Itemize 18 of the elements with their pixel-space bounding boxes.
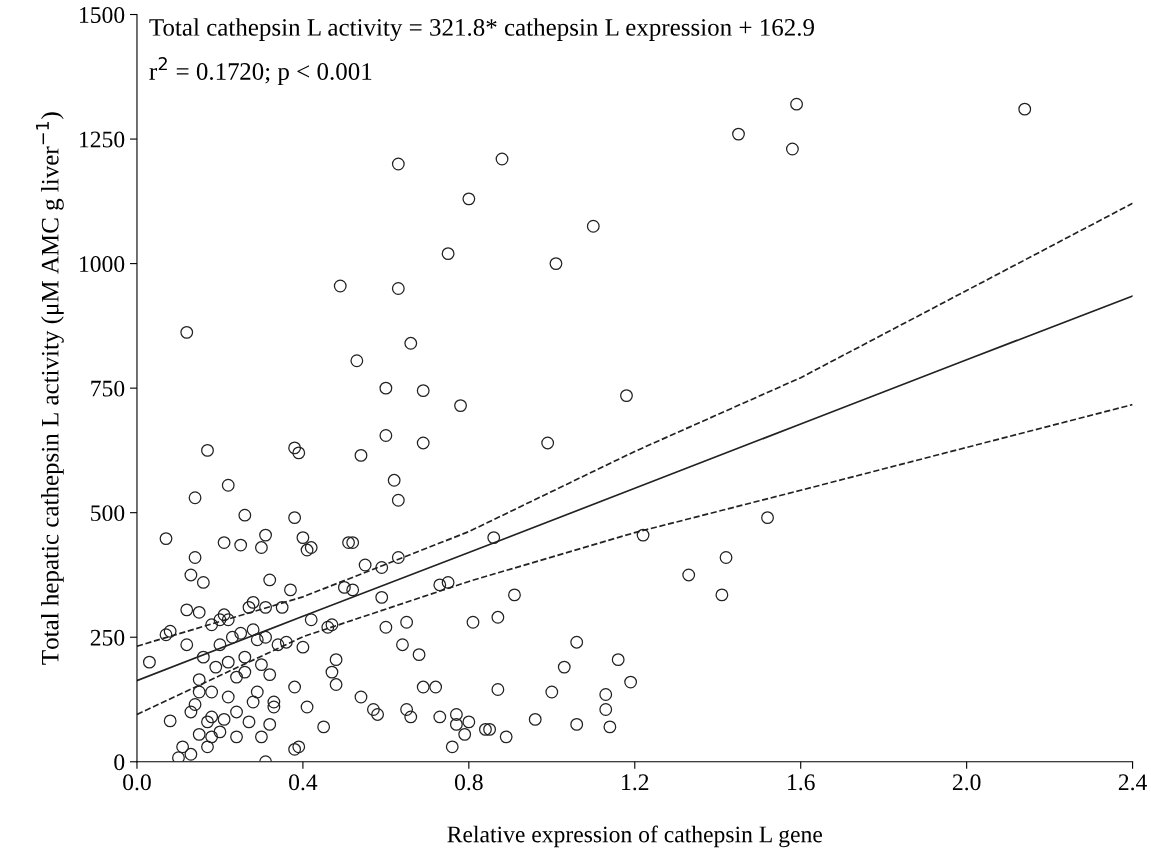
x-tick-label: 0.4	[289, 774, 318, 791]
x-tick-label: 1.6	[788, 774, 815, 791]
y-tick-label: 750	[91, 380, 125, 397]
y-axis-title: Total hepatic cathepsin L activity (μM AMC g liver$^{−1}$)	[36, 112, 64, 665]
y-tick-label: 0	[114, 754, 125, 771]
y-tick-label: 1000	[80, 256, 125, 273]
x-axis-title: Relative expression of cathepsin L gene	[447, 825, 823, 848]
y-tick-label: 250	[90, 629, 125, 646]
x-tick-label: 0.8	[454, 774, 483, 791]
x-tick-label: 2.4	[1118, 774, 1147, 791]
y-tick-label: 1250	[80, 131, 125, 148]
x-tick-label: 0.0	[123, 774, 151, 791]
y-tick-label: 1500	[80, 7, 125, 23]
annotation: Total cathepsin L activity = 321.8* cathepsin L expression + 162.9	[149, 18, 814, 41]
x-tick-label: 2.0	[952, 774, 981, 791]
y-tick-label: 500	[91, 505, 125, 522]
annotation: r$^{2}$ = 0.1720; p < 0.001	[149, 57, 372, 85]
x-tick-label: 1.2	[622, 774, 649, 791]
